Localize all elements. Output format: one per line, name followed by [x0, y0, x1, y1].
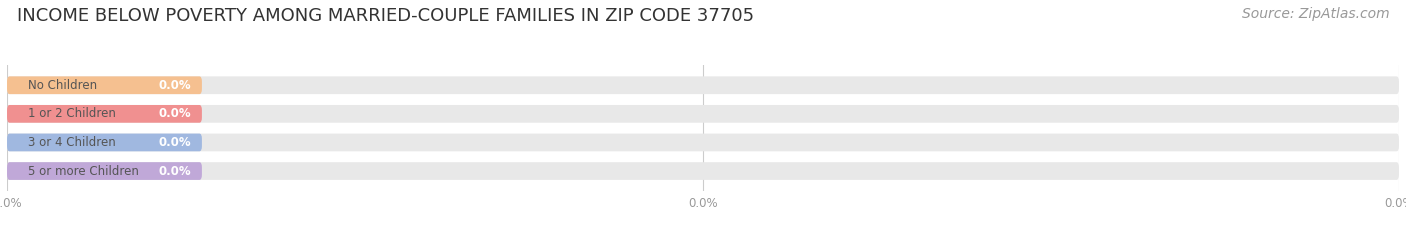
FancyBboxPatch shape [7, 105, 202, 123]
FancyBboxPatch shape [7, 105, 1399, 123]
Text: 3 or 4 Children: 3 or 4 Children [28, 136, 115, 149]
FancyBboxPatch shape [7, 162, 1399, 180]
FancyBboxPatch shape [7, 76, 202, 94]
Text: 5 or more Children: 5 or more Children [28, 164, 139, 178]
Text: 0.0%: 0.0% [157, 79, 191, 92]
Text: INCOME BELOW POVERTY AMONG MARRIED-COUPLE FAMILIES IN ZIP CODE 37705: INCOME BELOW POVERTY AMONG MARRIED-COUPL… [17, 7, 754, 25]
Text: 0.0%: 0.0% [157, 164, 191, 178]
Text: No Children: No Children [28, 79, 97, 92]
FancyBboxPatch shape [7, 134, 1399, 151]
FancyBboxPatch shape [7, 162, 202, 180]
Text: 0.0%: 0.0% [157, 136, 191, 149]
FancyBboxPatch shape [7, 134, 202, 151]
Text: Source: ZipAtlas.com: Source: ZipAtlas.com [1241, 7, 1389, 21]
Text: 0.0%: 0.0% [157, 107, 191, 120]
FancyBboxPatch shape [7, 76, 1399, 94]
Text: 1 or 2 Children: 1 or 2 Children [28, 107, 115, 120]
